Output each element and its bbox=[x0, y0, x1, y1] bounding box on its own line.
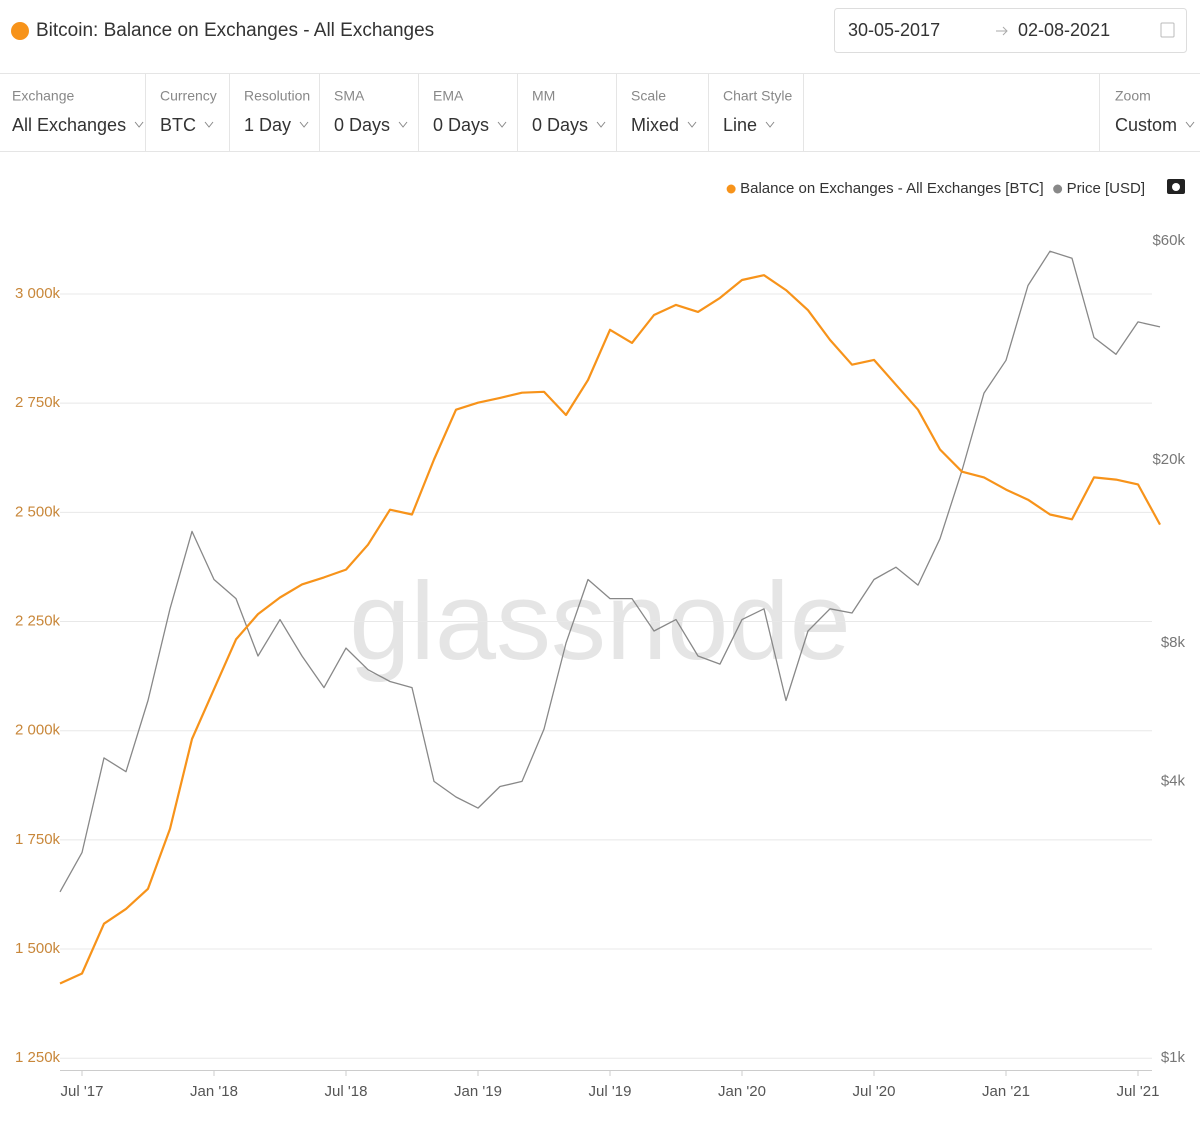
y-tick-label: 1 750k bbox=[15, 831, 61, 848]
date-arrow bbox=[996, 26, 1008, 36]
control-label: SMA bbox=[334, 88, 365, 104]
y-tick-label: 1 500k bbox=[15, 940, 61, 957]
camera-lens bbox=[1172, 183, 1180, 191]
control-label: Exchange bbox=[12, 88, 74, 104]
control-value[interactable]: Line bbox=[723, 115, 757, 135]
date-to[interactable]: 02-08-2021 bbox=[1018, 20, 1110, 40]
series-line bbox=[59, 250, 1161, 893]
control-value[interactable]: Mixed bbox=[631, 115, 679, 135]
chevron bbox=[299, 121, 309, 128]
control-label: Resolution bbox=[244, 88, 310, 104]
legend: Price [USD] Balance on Exchanges - All Ex… bbox=[726, 180, 1145, 197]
chevron bbox=[765, 121, 775, 128]
y2-tick-label: $1k bbox=[1161, 1049, 1186, 1066]
calendar-icon[interactable] bbox=[1160, 22, 1175, 38]
control-value[interactable]: All Exchanges bbox=[12, 115, 126, 135]
x-tick-label: Jul '20 bbox=[853, 1083, 896, 1100]
control-label: MM bbox=[532, 88, 555, 104]
control-value[interactable]: Custom bbox=[1115, 115, 1177, 135]
x-tick-label: Jan '19 bbox=[454, 1083, 502, 1100]
series-line bbox=[59, 274, 1161, 985]
y2-tick-label: $20k bbox=[1152, 451, 1185, 468]
control-label: Chart Style bbox=[723, 88, 792, 104]
control-label: Scale bbox=[631, 88, 666, 104]
y-tick-label: 2 500k bbox=[15, 503, 61, 520]
y-tick-label: 2 750k bbox=[15, 394, 61, 411]
x-tick-label: Jul '17 bbox=[61, 1083, 104, 1100]
control-value[interactable]: 0 Days bbox=[334, 115, 390, 135]
chevron bbox=[1185, 121, 1195, 128]
chevron bbox=[687, 121, 697, 128]
legend-label[interactable]: Price [USD] bbox=[1067, 180, 1145, 197]
date-from[interactable]: 30-05-2017 bbox=[848, 20, 940, 40]
legend-swatch bbox=[1053, 184, 1063, 194]
chevron bbox=[398, 121, 408, 128]
legend-swatch bbox=[726, 184, 736, 194]
y2-tick-label: $4k bbox=[1161, 772, 1186, 789]
x-tick-label: Jan '21 bbox=[982, 1083, 1030, 1100]
y-tick-label: 2 250k bbox=[15, 612, 61, 629]
y-tick-label: 3 000k bbox=[15, 285, 61, 302]
chevron bbox=[596, 121, 606, 128]
y2-tick-label: $8k bbox=[1161, 634, 1186, 651]
y2-tick-label: $60k bbox=[1152, 232, 1185, 249]
x-tick-label: Jul '18 bbox=[325, 1083, 368, 1100]
chevron bbox=[497, 121, 507, 128]
control-value[interactable]: 1 Day bbox=[244, 115, 291, 135]
page-title: Bitcoin: Balance on Exchanges - All Exch… bbox=[36, 20, 434, 41]
chevron bbox=[134, 121, 144, 128]
x-tick-label: Jan '18 bbox=[190, 1083, 238, 1100]
bitcoin-icon bbox=[11, 22, 29, 40]
y-tick-label: 1 250k bbox=[15, 1049, 61, 1066]
control-label: Zoom bbox=[1115, 88, 1151, 104]
legend-label[interactable]: Balance on Exchanges - All Exchanges [BT… bbox=[740, 180, 1044, 197]
x-tick-label: Jul '19 bbox=[589, 1083, 632, 1100]
control-value[interactable]: 0 Days bbox=[433, 115, 489, 135]
control-value[interactable]: 0 Days bbox=[532, 115, 588, 135]
x-tick-label: Jan '20 bbox=[718, 1083, 766, 1100]
controls: Exchange All Exchanges Currency BTC Resoluti… bbox=[12, 74, 1195, 151]
y-tick-label: 2 000k bbox=[15, 722, 61, 739]
plot: 1 250k 1 500k 1 750k 2 000k 2 250k 2 500k 2 75… bbox=[15, 232, 1185, 1100]
date-range[interactable] bbox=[834, 8, 1187, 53]
control-label: Currency bbox=[160, 88, 217, 104]
control-value[interactable]: BTC bbox=[160, 115, 196, 135]
x-tick-label: Jul '21 bbox=[1117, 1083, 1160, 1100]
chevron bbox=[204, 121, 214, 128]
control-label: EMA bbox=[433, 88, 464, 104]
